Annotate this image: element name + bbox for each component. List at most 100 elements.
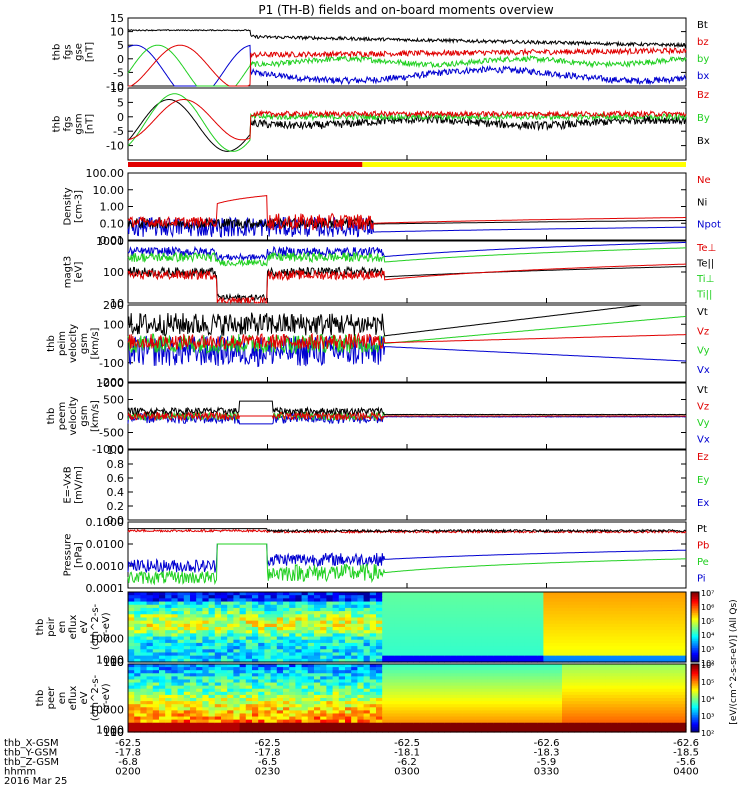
spec-cell	[202, 595, 210, 599]
spec-cell	[320, 649, 327, 654]
spec-cell	[140, 623, 148, 628]
spec-cell	[400, 676, 408, 681]
spec-cell	[568, 722, 575, 727]
spec-cell	[648, 607, 656, 612]
spec-cell	[537, 719, 544, 724]
spec-cell	[258, 719, 265, 724]
spec-cell	[431, 716, 439, 721]
spec-cell	[444, 664, 451, 668]
spec-cell	[673, 598, 681, 603]
spec-cell	[562, 633, 569, 638]
spec-cell	[617, 676, 625, 681]
spec-cell	[338, 607, 346, 612]
spec-cell	[568, 604, 575, 609]
series-Te-perp	[127, 263, 686, 305]
spec-cell	[400, 601, 408, 606]
spec-cell	[258, 682, 265, 687]
spec-cell	[233, 652, 241, 657]
spec-cell	[667, 673, 675, 677]
spec-cell	[146, 701, 154, 705]
spec-cell	[276, 595, 284, 599]
spec-cell	[177, 688, 185, 693]
spec-cell	[456, 652, 464, 657]
spec-cell	[208, 592, 216, 596]
spec-cell	[431, 598, 439, 603]
spec-cell	[407, 685, 414, 690]
spec-cell	[270, 664, 278, 668]
spec-cell	[376, 620, 383, 625]
spec-cell	[617, 688, 625, 693]
spec-cell	[636, 698, 644, 702]
spec-cell	[599, 652, 606, 657]
spec-cell	[283, 592, 290, 596]
spec-cell	[642, 688, 650, 693]
spec-cell	[134, 655, 141, 660]
spec-cell	[270, 710, 278, 715]
spec-cell	[146, 633, 154, 638]
spec-cell	[481, 701, 489, 705]
spec-cell	[679, 646, 687, 650]
spec-cell	[128, 664, 135, 668]
spec-cell	[661, 728, 668, 733]
spec-cell	[357, 728, 365, 733]
spec-cell	[394, 673, 402, 677]
spec-cell	[239, 685, 247, 690]
spec-cell	[233, 658, 241, 663]
spec-cell	[630, 691, 637, 696]
colorbar-cell	[691, 698, 699, 701]
spec-cell	[537, 636, 544, 641]
spec-cell	[524, 682, 532, 687]
spec-cell	[357, 673, 365, 677]
spec-cell	[537, 725, 544, 730]
spec-cell	[630, 646, 637, 650]
spec-cell	[586, 639, 594, 644]
spec-cell	[481, 646, 489, 650]
spec-cell	[599, 636, 606, 641]
spec-cell	[283, 670, 290, 674]
spec-cell	[221, 667, 228, 671]
spec-cell	[159, 617, 166, 622]
spec-cell	[202, 707, 210, 711]
spec-cell	[562, 673, 569, 677]
spec-cell	[413, 633, 420, 638]
spec-cell	[233, 691, 241, 696]
spec-cell	[481, 673, 489, 677]
spec-cell	[425, 688, 433, 693]
spec-cell	[289, 620, 296, 625]
spec-cell	[345, 728, 352, 733]
spec-cell	[605, 710, 613, 715]
spec-cell	[301, 701, 309, 705]
spec-cell	[537, 664, 544, 668]
spec-cell	[673, 604, 681, 609]
spec-cell	[549, 607, 557, 612]
spec-cell	[159, 679, 166, 684]
spec-cell	[357, 682, 365, 687]
spec-cell	[543, 691, 551, 696]
spec-cell	[512, 649, 520, 654]
spec-cell	[258, 722, 265, 727]
spec-cell	[574, 614, 582, 619]
spec-cell	[283, 639, 290, 644]
spec-cell	[568, 676, 575, 681]
spec-cell	[593, 701, 600, 705]
spec-cell	[326, 639, 334, 644]
legend-Ti⊥: Ti⊥	[696, 274, 714, 285]
spec-cell	[283, 655, 290, 660]
spec-cell	[128, 710, 135, 715]
spec-cell	[481, 704, 489, 708]
spec-cell	[183, 725, 191, 730]
spec-cell	[140, 604, 148, 609]
spec-cell	[549, 595, 557, 599]
spec-cell	[512, 664, 520, 668]
spec-cell	[152, 719, 160, 724]
spec-cell	[270, 623, 278, 628]
spec-cell	[444, 701, 451, 705]
spec-cell	[369, 611, 377, 615]
spec-cell	[394, 611, 402, 615]
spec-cell	[531, 691, 538, 696]
spec-cell	[400, 716, 408, 721]
spec-cell	[667, 707, 675, 711]
spec-cell	[456, 620, 464, 625]
spec-cell	[431, 673, 439, 677]
